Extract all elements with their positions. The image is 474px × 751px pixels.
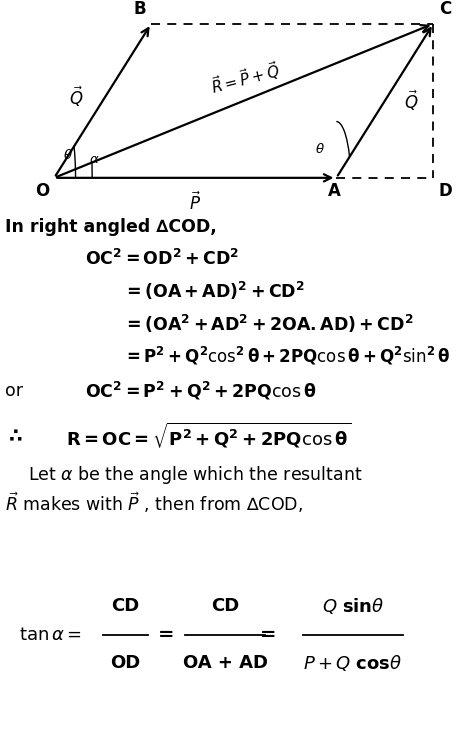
Text: D: D: [438, 182, 452, 200]
Text: CD: CD: [211, 597, 239, 615]
Text: $\tan\alpha =$: $\tan\alpha =$: [19, 626, 82, 644]
Text: $\theta$: $\theta$: [63, 148, 73, 162]
Text: $\mathbf{R = OC = \sqrt{P^2 + Q^2 + 2PQ\cos\theta}}$: $\mathbf{R = OC = \sqrt{P^2 + Q^2 + 2PQ\…: [66, 421, 352, 451]
Text: C: C: [439, 0, 451, 18]
Text: $\vec{P}$: $\vec{P}$: [189, 192, 201, 214]
Text: O: O: [35, 182, 49, 200]
Text: $Q\ \mathbf{sin}\theta$: $Q\ \mathbf{sin}\theta$: [322, 596, 384, 616]
Text: $\mathbf{\therefore}$: $\mathbf{\therefore}$: [5, 426, 23, 445]
Text: A: A: [328, 182, 340, 200]
Text: or: or: [5, 382, 23, 400]
Text: $\mathbf{OC^2 = P^2 + Q^2 + 2PQ\cos\theta}$: $\mathbf{OC^2 = P^2 + Q^2 + 2PQ\cos\thet…: [85, 379, 317, 402]
Text: $\mathbf{= (OA^2 + AD^2 + 2OA.AD) + CD^2}$: $\mathbf{= (OA^2 + AD^2 + 2OA.AD) + CD^2…: [123, 312, 414, 335]
Text: $P + Q\ \mathbf{cos}\theta$: $P + Q\ \mathbf{cos}\theta$: [303, 653, 403, 673]
Text: In right angled ∆COD,: In right angled ∆COD,: [5, 218, 217, 236]
Text: OD: OD: [110, 654, 141, 672]
Text: $\theta$: $\theta$: [315, 142, 325, 156]
Text: Let $\alpha$ be the angle which the resultant: Let $\alpha$ be the angle which the resu…: [28, 463, 363, 486]
Text: =: =: [260, 626, 276, 644]
Text: $\vec{Q}$: $\vec{Q}$: [404, 89, 418, 113]
Text: $\mathbf{= (OA + AD)^2 + CD^2}$: $\mathbf{= (OA + AD)^2 + CD^2}$: [123, 280, 305, 303]
Text: CD: CD: [111, 597, 140, 615]
Text: OA + AD: OA + AD: [182, 654, 268, 672]
Text: $\alpha$: $\alpha$: [89, 152, 100, 165]
Text: =: =: [158, 626, 174, 644]
Text: $\vec{Q}$: $\vec{Q}$: [69, 85, 84, 110]
Text: $\vec{R}$ makes with $\vec{P}$ , then from ∆COD,: $\vec{R}$ makes with $\vec{P}$ , then fr…: [5, 491, 302, 515]
Text: $\mathbf{=P^2 + Q^2\cos^2\theta + 2PQ\cos\theta + Q^2\sin^2\theta}$: $\mathbf{=P^2 + Q^2\cos^2\theta + 2PQ\co…: [123, 345, 450, 367]
Text: $\mathbf{OC^2 = OD^2 + CD^2}$: $\mathbf{OC^2 = OD^2 + CD^2}$: [85, 249, 240, 269]
Text: $\vec{R}=\vec{P}+\vec{Q}$: $\vec{R}=\vec{P}+\vec{Q}$: [209, 59, 283, 98]
Text: B: B: [133, 0, 146, 18]
